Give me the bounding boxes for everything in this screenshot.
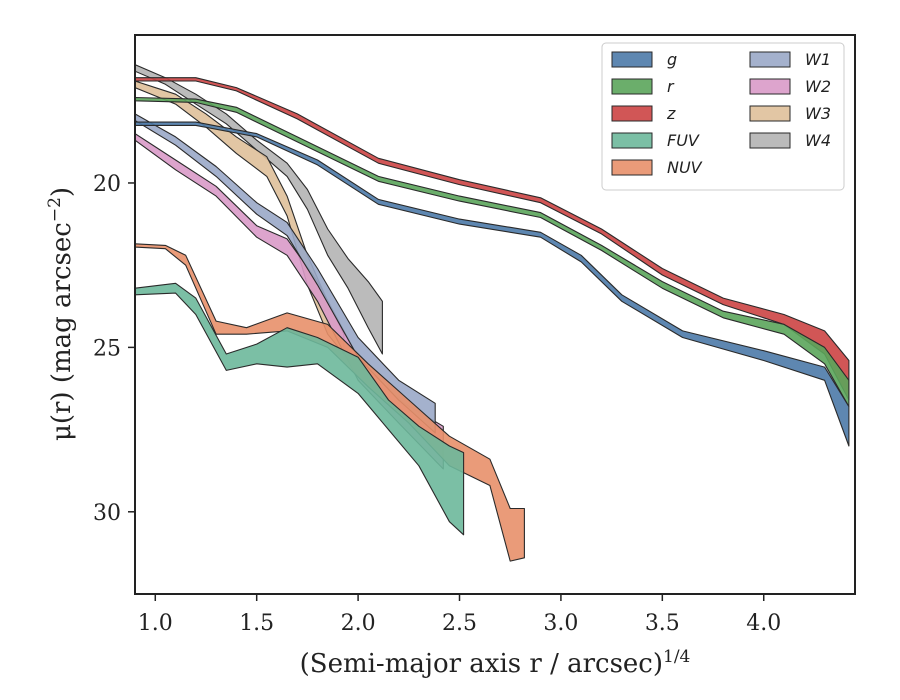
- legend-label-fuv: FUV: [667, 131, 700, 150]
- legend-label-r: r: [667, 77, 675, 96]
- legend-label-w2: W2: [805, 77, 831, 96]
- legend-swatch-w2: [749, 78, 791, 95]
- x-tick-label: 4.0: [746, 611, 781, 636]
- legend-label-nuv: NUV: [667, 158, 703, 177]
- x-tick-label: 2.5: [442, 611, 477, 636]
- x-axis-title: (Semi-major axis r / arcsec)1/4: [300, 647, 691, 679]
- band-nuv: [135, 243, 525, 562]
- legend-label-w4: W4: [805, 131, 831, 150]
- x-tick-label: 3.5: [645, 611, 680, 636]
- legend-swatch-g: [611, 51, 653, 68]
- legend-label-z: z: [666, 104, 676, 123]
- y-tick-label: 25: [93, 336, 121, 361]
- legend: grz FUV NUV W1 W2 W3 W4: [601, 42, 845, 191]
- legend-label-w1: W1: [805, 50, 831, 69]
- plot-frame: [134, 34, 856, 595]
- legend-swatch-r: [611, 78, 653, 95]
- legend-label-g: g: [667, 50, 677, 69]
- legend-swatch-w1: [749, 51, 791, 68]
- x-axis: 1.0 1.5 2.0 2.5 3.0 3.5 4.0: [138, 594, 781, 636]
- band-fuv: [135, 282, 465, 536]
- band-g: [135, 121, 850, 447]
- legend-swatch-w3: [749, 105, 791, 122]
- y-tick-label: 20: [93, 172, 121, 197]
- legend-swatch-nuv: [611, 159, 653, 176]
- legend-label-w3: W3: [805, 104, 831, 123]
- y-tick-label: 30: [93, 501, 121, 526]
- x-tick-label: 2.0: [341, 611, 376, 636]
- y-axis: 20 25 30: [93, 172, 135, 526]
- profile-bands: [135, 64, 850, 562]
- legend-swatch-z: [611, 105, 653, 122]
- legend-swatch-fuv: [611, 132, 653, 149]
- y-axis-title: μ(r) (mag arcsec−2): [45, 187, 77, 441]
- x-tick-label: 1.5: [239, 611, 274, 636]
- legend-swatch-w4: [749, 132, 791, 149]
- x-tick-label: 1.0: [138, 611, 173, 636]
- x-tick-label: 3.0: [543, 611, 578, 636]
